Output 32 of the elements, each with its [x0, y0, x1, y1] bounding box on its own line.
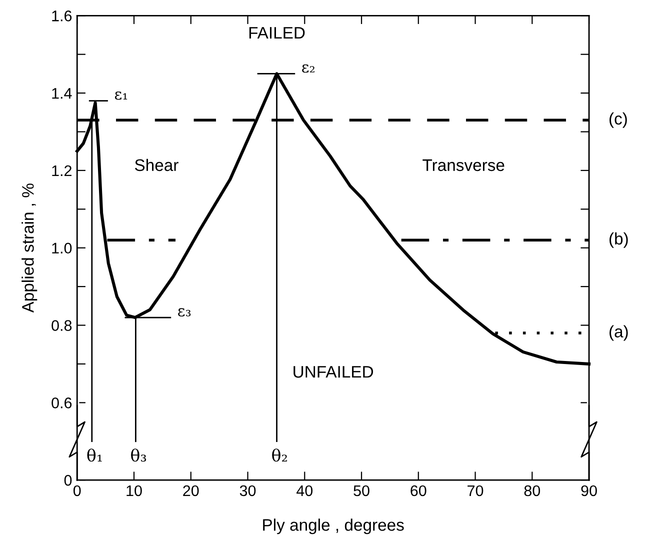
annotation: (a) — [610, 325, 628, 341]
x-tick-label: 40 — [296, 485, 313, 496]
y-tick-label: 0.8 — [52, 320, 72, 331]
y-axis-title: Applied strain , % — [22, 184, 38, 313]
x-axis-title: Ply angle , degrees — [263, 518, 404, 534]
annotation: ε₃ — [178, 308, 191, 316]
annotation: (b) — [610, 232, 628, 248]
annotation: ε₂ — [302, 64, 314, 73]
x-tick-label: 20 — [183, 485, 199, 496]
x-tick-label: 70 — [468, 485, 484, 496]
annotation: ε₁ — [114, 91, 128, 100]
x-tick-label: 80 — [524, 485, 540, 496]
x-tick-label: 0 — [73, 485, 81, 496]
y-tick-label: 1.6 — [52, 10, 72, 22]
annotation: Shear — [134, 158, 178, 172]
ref-line-label: θ₁ — [87, 448, 102, 462]
y-tick-label: 1.2 — [52, 165, 72, 176]
y-tick-label: 1.4 — [52, 88, 72, 99]
ref-line-label: θ₂ — [272, 448, 287, 462]
y-tick-label: 1.0 — [52, 242, 72, 254]
annotation: Transverse — [422, 159, 504, 172]
x-tick-label: 10 — [126, 485, 142, 496]
y-tick-label: 0 — [64, 474, 72, 486]
annotation: (c) — [610, 112, 627, 128]
ref-line-label: θ₃ — [131, 448, 146, 462]
annotation: UNFAILED — [294, 366, 374, 378]
annotation: FAILED — [249, 27, 305, 39]
x-tick-label: 60 — [410, 485, 426, 496]
x-tick-label: 90 — [581, 485, 597, 496]
y-tick-label: 0.6 — [52, 398, 72, 408]
x-tick-label: 50 — [354, 485, 370, 496]
x-tick-label: 30 — [240, 485, 256, 496]
